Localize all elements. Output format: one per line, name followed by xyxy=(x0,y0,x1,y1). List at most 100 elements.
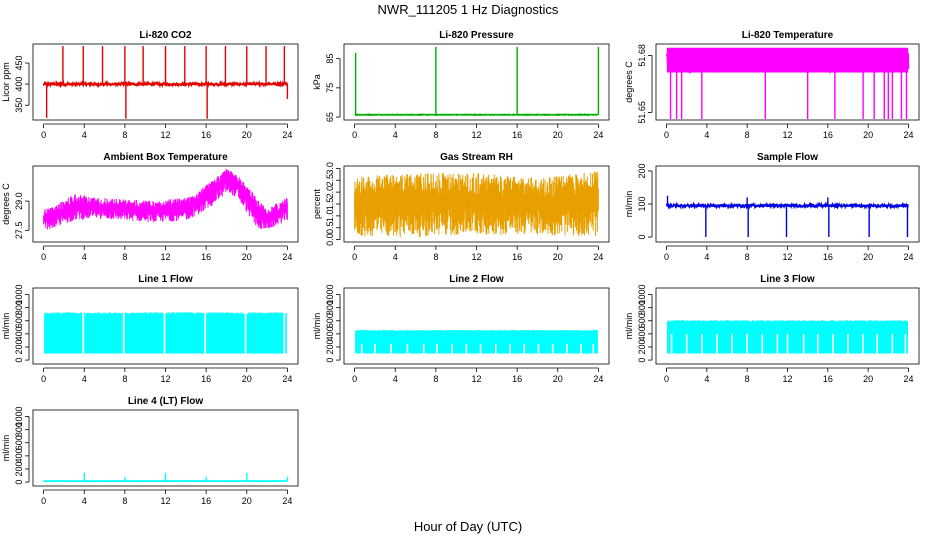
x-tick-label-line2-8: 8 xyxy=(433,374,438,384)
x-tick-label-rh-24: 24 xyxy=(593,252,603,262)
y-tick-label-line1-1: 200 xyxy=(14,339,24,354)
plot-frame-co2 xyxy=(32,43,299,121)
x-tick-label-ambient_temp-8: 8 xyxy=(122,252,127,262)
x-tick-label-sample_flow-12: 12 xyxy=(782,252,792,262)
panel-ambient_temp: Ambient Box Temperature 0 4 8 12 16 20 24 27.5 29… xyxy=(1,152,299,262)
x-tick-label-co2-0: 0 xyxy=(41,130,46,140)
y-tick-label-rh-1: 0.5 xyxy=(325,221,335,234)
panel-title-licor_temp: Li-820 Temperature xyxy=(742,30,834,41)
series-line-licor_temp xyxy=(665,48,910,74)
x-tick-label-ambient_temp-24: 24 xyxy=(282,252,292,262)
panel-line3: Line 3 Flow 0 4 8 12 16 20 24 0 2004006008001000m… xyxy=(624,274,920,384)
x-tick-label-line4-8: 8 xyxy=(122,496,127,506)
y-tick-label-line4-2: 400 xyxy=(14,448,24,463)
plot-frame-line1 xyxy=(32,287,299,365)
y-tick-label-line4-5: 1000 xyxy=(14,407,24,427)
x-tick-label-co2-12: 12 xyxy=(160,130,170,140)
panel-title-line4: Line 4 (LT) Flow xyxy=(128,396,204,407)
x-tick-label-co2-4: 4 xyxy=(82,130,87,140)
series-licor_temp xyxy=(665,47,910,119)
x-tick-label-line1-12: 12 xyxy=(160,374,170,384)
y-label-ambient_temp: degrees C xyxy=(1,183,11,225)
y-tick-label-co2-2: 450 xyxy=(14,55,24,70)
y-tick-label-rh-0: 0.0 xyxy=(325,233,335,246)
x-tick-label-ambient_temp-4: 4 xyxy=(82,252,87,262)
x-tick-label-line3-12: 12 xyxy=(782,374,792,384)
panel-sample_flow: Sample Flow 0 4 8 12 16 20 24 0 100 200 ml/min xyxy=(624,152,920,262)
x-tick-label-line1-8: 8 xyxy=(122,374,127,384)
y-tick-label-licor_temp-0: 51.65 xyxy=(637,101,647,124)
x-tick-label-line3-4: 4 xyxy=(704,374,709,384)
panel-licor_temp: Li-820 Temperature 0 4 8 12 16 20 24 51.65 51.68d… xyxy=(624,30,920,140)
x-tick-label-pressure-24: 24 xyxy=(593,130,603,140)
y-tick-label-co2-1: 400 xyxy=(14,77,24,92)
panel-line4: Line 4 (LT) Flow 0 4 8 12 16 20 24 0 200400600800… xyxy=(1,396,299,506)
x-tick-label-line4-4: 4 xyxy=(82,496,87,506)
x-tick-label-ambient_temp-0: 0 xyxy=(41,252,46,262)
panel-rh: Gas Stream RH 0 4 8 12 16 20 24 0.00.51.01.52.02… xyxy=(312,152,610,262)
panel-title-co2: Li-820 CO2 xyxy=(139,30,192,41)
series-line1 xyxy=(44,312,287,354)
series-line3 xyxy=(667,320,908,354)
x-tick-label-pressure-8: 8 xyxy=(433,130,438,140)
x-tick-label-pressure-20: 20 xyxy=(553,130,563,140)
series-ambient_temp xyxy=(43,168,288,230)
series-co2 xyxy=(42,46,289,119)
x-tick-label-line2-12: 12 xyxy=(471,374,481,384)
x-tick-label-line2-20: 20 xyxy=(553,374,563,384)
x-tick-label-line1-4: 4 xyxy=(82,374,87,384)
x-tick-label-co2-8: 8 xyxy=(122,130,127,140)
y-tick-label-sample_flow-2: 200 xyxy=(637,163,647,178)
y-tick-label-line2-1: 200 xyxy=(325,339,335,354)
series-line-ambient_temp xyxy=(43,168,288,230)
y-tick-label-line3-3: 600 xyxy=(637,313,647,328)
y-tick-label-line4-1: 200 xyxy=(14,461,24,476)
series-sample_flow xyxy=(665,195,909,238)
x-tick-label-line3-0: 0 xyxy=(664,374,669,384)
x-tick-label-pressure-0: 0 xyxy=(352,130,357,140)
series-band-line2 xyxy=(355,329,598,354)
x-tick-label-line2-24: 24 xyxy=(593,374,603,384)
x-tick-label-ambient_temp-16: 16 xyxy=(201,252,211,262)
y-tick-label-co2-0: 350 xyxy=(14,98,24,113)
figure-xlabel: Hour of Day (UTC) xyxy=(414,519,522,534)
plot-frame-line2 xyxy=(343,287,610,365)
y-label-line1: ml/min xyxy=(1,313,11,340)
y-tick-label-line2-4: 800 xyxy=(325,300,335,315)
y-tick-label-line3-4: 800 xyxy=(637,300,647,315)
plot-frame-licor_temp xyxy=(655,43,920,121)
x-tick-label-ambient_temp-12: 12 xyxy=(160,252,170,262)
x-tick-label-line4-16: 16 xyxy=(201,496,211,506)
x-tick-label-line2-4: 4 xyxy=(393,374,398,384)
x-tick-label-line1-16: 16 xyxy=(201,374,211,384)
x-tick-label-ambient_temp-20: 20 xyxy=(242,252,252,262)
x-tick-label-co2-16: 16 xyxy=(201,130,211,140)
y-tick-label-licor_temp-1: 51.68 xyxy=(637,44,647,67)
x-tick-label-line3-8: 8 xyxy=(745,374,750,384)
series-band-line1 xyxy=(44,312,287,354)
x-tick-label-sample_flow-16: 16 xyxy=(823,252,833,262)
panel-title-rh: Gas Stream RH xyxy=(440,152,513,163)
x-tick-label-sample_flow-24: 24 xyxy=(903,252,913,262)
series-line-rh xyxy=(354,171,599,238)
y-tick-label-pressure-1: 75 xyxy=(325,83,335,93)
x-tick-label-rh-20: 20 xyxy=(553,252,563,262)
y-tick-label-line1-2: 400 xyxy=(14,326,24,341)
x-tick-label-co2-20: 20 xyxy=(242,130,252,140)
y-tick-label-rh-2: 1.0 xyxy=(325,210,335,223)
x-tick-label-line3-16: 16 xyxy=(823,374,833,384)
plot-frame-ambient_temp xyxy=(32,165,299,243)
panel-title-pressure: Li-820 Pressure xyxy=(439,30,514,41)
y-label-co2: Licor ppm xyxy=(1,62,11,102)
x-tick-label-licor_temp-12: 12 xyxy=(782,130,792,140)
panel-line2: Line 2 Flow 0 4 8 12 16 20 24 0 2004006008001000m… xyxy=(312,274,610,384)
y-label-line3: ml/min xyxy=(624,313,634,340)
y-label-pressure: kPa xyxy=(312,74,322,90)
x-tick-label-pressure-16: 16 xyxy=(512,130,522,140)
y-tick-label-line3-1: 200 xyxy=(637,339,647,354)
series-line-pressure xyxy=(354,113,599,117)
y-label-licor_temp: degrees C xyxy=(624,61,634,103)
panel-title-line1: Line 1 Flow xyxy=(138,274,193,285)
series-line4 xyxy=(43,472,289,483)
